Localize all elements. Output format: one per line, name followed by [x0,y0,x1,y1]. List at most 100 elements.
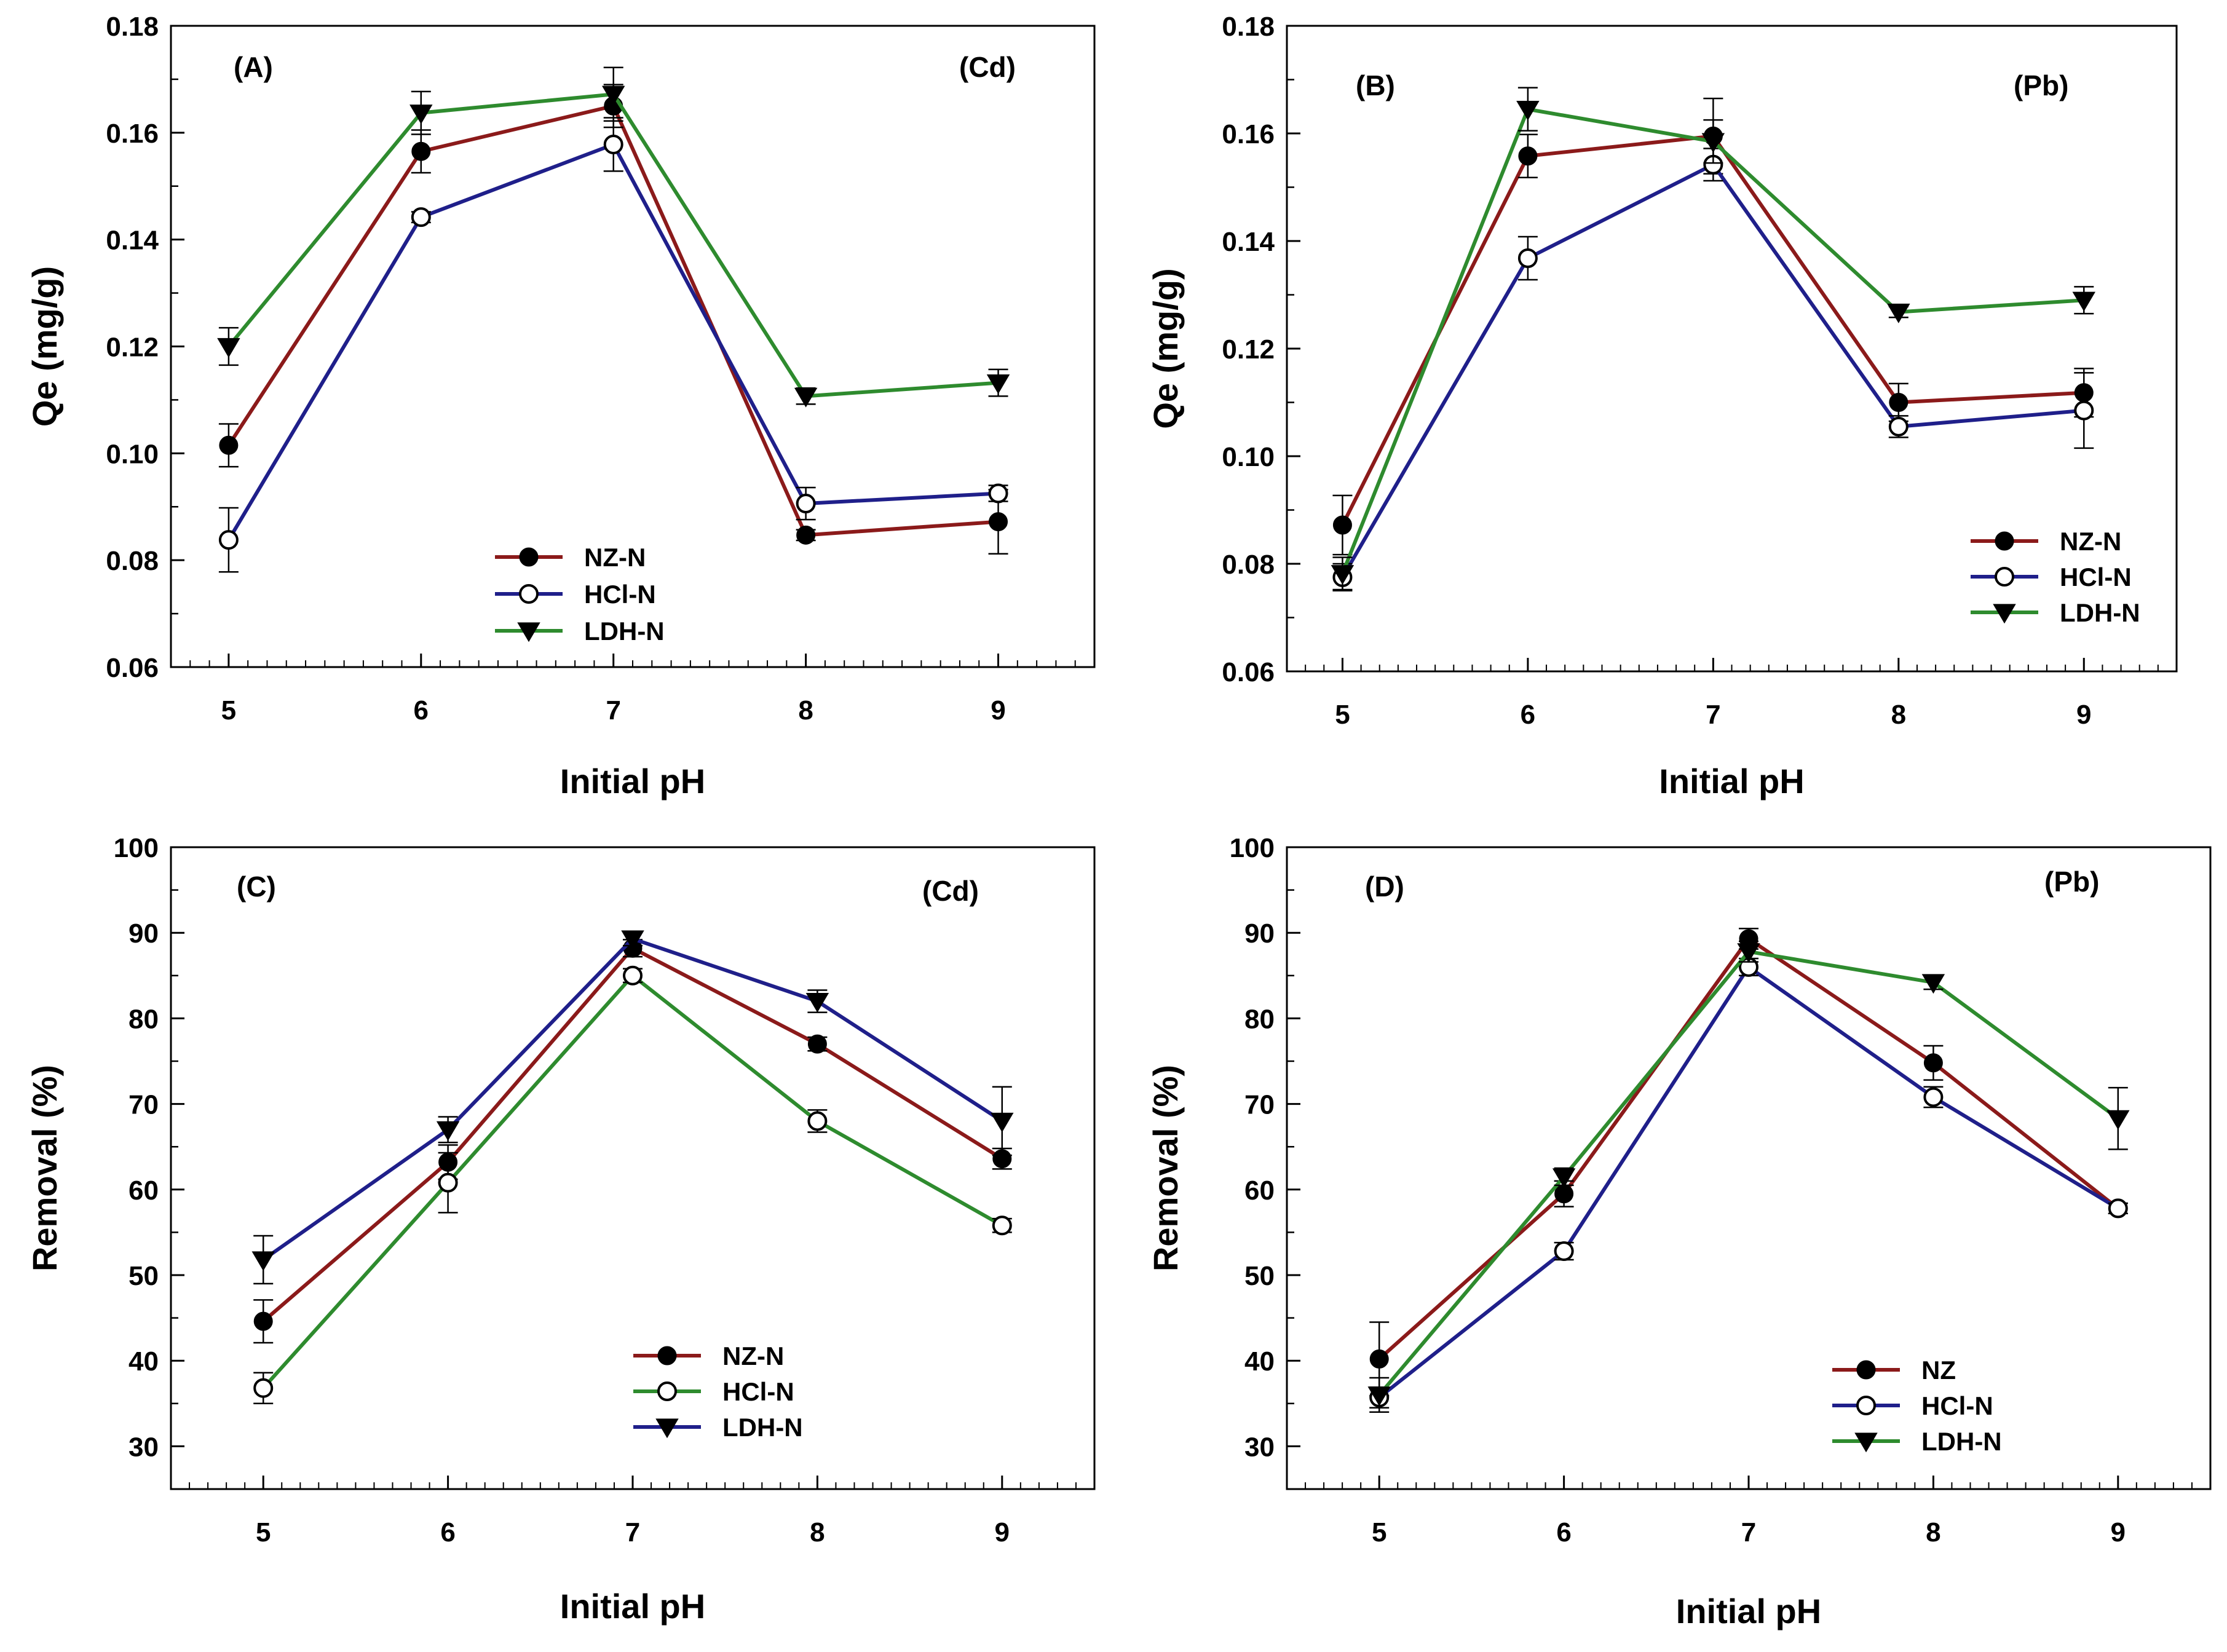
x-tick-label: 6 [1521,700,1535,730]
x-tick-label: 5 [1372,1517,1386,1547]
data-point [621,930,644,950]
x-tick-label: 9 [991,695,1005,725]
data-point [988,483,1008,504]
data-point [805,992,829,1013]
y-tick-label: 0.06 [1222,657,1275,687]
data-point [1887,303,1910,323]
chart-panel-b: 0.06 0.08 0.10 0.12 0.14 0.16 0.18 5 6 7 8 9 Initial… [1146,12,2178,800]
data-point [411,207,431,227]
metal-label: (Cd) [959,51,1016,83]
series-nz-n [253,938,1012,1344]
series-line [1378,964,2119,1399]
data-point [1554,1241,1574,1262]
data-point [992,1215,1012,1236]
series-ldh-n [217,66,1010,408]
plot-frame [1286,25,2178,673]
data-point [989,512,1008,532]
x-tick-label: 6 [414,695,429,725]
legend-marker [1995,567,2014,587]
data-point [1517,248,1538,268]
y-tick-label: 0.18 [106,12,159,42]
series-line [1378,936,2119,1361]
data-point [1516,101,1540,121]
data-point [1888,416,1909,437]
data-point [601,85,625,106]
legend-marker [517,622,540,642]
y-tick-label: 0.10 [1222,442,1275,472]
y-tick-label: 30 [129,1432,159,1462]
y-tick-label: 0.08 [1222,550,1275,580]
data-point [438,1172,458,1193]
legend-label: HCl-N [584,580,656,609]
legend-label: NZ-N [584,543,646,572]
x-tick-label: 5 [1335,700,1350,730]
data-point [2108,1198,2128,1219]
chart-panel-c: 30 40 50 60 70 80 90 100 5 6 7 8 9 Initial pH Removal … [25,833,1096,1626]
x-tick-label: 7 [625,1517,640,1547]
x-tick-label: 7 [1741,1517,1756,1547]
y-tick-label: 0.14 [1222,227,1275,257]
y-tick-label: 50 [1244,1261,1275,1291]
data-point [1923,1087,1944,1107]
x-tick-label: 9 [995,1517,1010,1547]
y-tick-label: 40 [1244,1346,1275,1377]
y-tick-label: 0.16 [1222,119,1275,149]
x-tick-label: 5 [256,1517,271,1547]
data-point [253,1378,274,1398]
data-point [1369,1349,1389,1369]
y-tick-label: 0.08 [106,546,159,576]
data-point [1921,974,1945,994]
y-tick-label: 0.12 [106,333,159,363]
data-point [1889,393,1909,412]
x-tick-label: 6 [440,1517,455,1547]
y-tick-label: 60 [1244,1176,1275,1206]
legend-label: NZ-N [722,1342,784,1370]
y-tick-label: 0.16 [106,119,159,149]
data-point [436,1121,460,1141]
metal-label: (Pb) [2014,69,2068,101]
legend-marker [657,1346,677,1365]
legend-marker [519,584,539,604]
legend-marker [1993,604,2016,624]
series-hcl-n [1369,957,2128,1409]
x-tick-label: 9 [2111,1517,2126,1547]
panel-label: (D) [1365,871,1404,903]
series-hcl-n [218,117,1008,573]
x-tick-label: 9 [2076,700,2091,730]
data-point [1701,133,1725,153]
legend-label: LDH-N [584,617,665,646]
legend-label: NZ-N [2060,527,2121,556]
data-point [1737,943,1760,963]
data-point [796,525,816,545]
y-tick-label: 0.18 [1222,12,1275,42]
x-tick-label: 8 [1891,700,1906,730]
y-tick-label: 80 [1244,1004,1275,1034]
data-point [986,374,1010,394]
data-point [2072,291,2095,312]
y-tick-label: 0.10 [106,439,159,469]
data-point [253,1311,273,1331]
y-axis-title: Qe (mg/g) [25,266,64,427]
legend-marker [519,547,539,567]
data-point [2106,1110,2130,1130]
data-point [991,1112,1014,1132]
data-point [807,1034,827,1054]
legend-marker [657,1381,677,1401]
data-point [217,338,240,358]
legend-label: HCl-N [2060,563,2132,591]
legend-marker [1856,1396,1876,1415]
data-point [623,965,643,986]
series-hcl-n [253,965,1012,1405]
legend-label: LDH-N [2060,598,2140,627]
legend-marker [1995,531,2014,551]
legend-marker [655,1418,679,1439]
legend-label: NZ [1921,1356,1956,1385]
series-ldh-n [251,930,1014,1285]
x-axis-title: Initial pH [560,1587,705,1626]
y-tick-label: 0.06 [106,653,159,683]
y-tick-label: 90 [129,919,159,949]
legend-marker [1854,1433,1878,1453]
panel-label: (A) [234,51,273,83]
y-tick-label: 80 [129,1004,159,1034]
